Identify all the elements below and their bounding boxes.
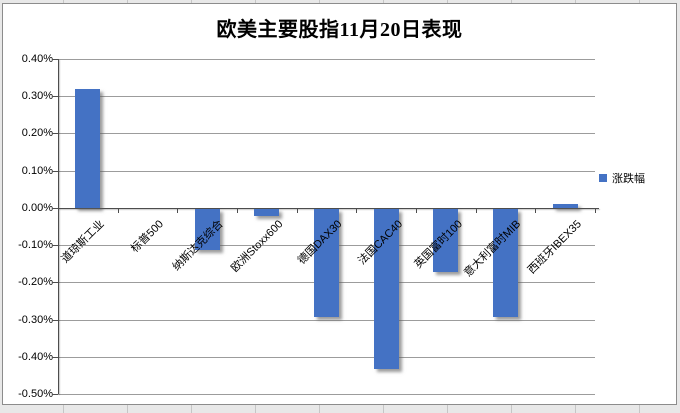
gridline: [58, 96, 595, 97]
plot-area: 0.40% 0.30% 0.20% 0.10% 0.00% -0.10% -0.20% -0.…: [3, 4, 676, 404]
x-axis-tick-mark: [177, 208, 178, 213]
chart-title: 欧美主要股指11月20日表现: [216, 19, 463, 41]
y-axis-tick-label: 0.20%: [21, 127, 53, 139]
gridline: [58, 320, 595, 321]
y-axis-tick-mark: [52, 282, 58, 283]
gridline: [58, 394, 595, 395]
bar: [195, 209, 220, 250]
y-axis-tick-mark: [52, 133, 58, 134]
y-axis-tick-mark: [52, 357, 58, 358]
bar: [75, 89, 100, 208]
y-axis-tick-label: -0.50%: [18, 388, 53, 400]
bar: [254, 209, 279, 216]
y-axis-tick-mark: [52, 208, 58, 209]
x-axis-tick-mark: [58, 208, 59, 213]
y-axis-tick-label: 0.10%: [21, 165, 53, 177]
y-axis-tick-label: -0.30%: [18, 314, 53, 326]
x-axis-category-label: 道琼斯工业: [59, 218, 107, 266]
gridline: [58, 133, 595, 134]
gridline: [58, 171, 595, 172]
legend-label: 涨跌幅: [612, 173, 645, 185]
y-axis-tick-mark: [52, 96, 58, 97]
bar: [374, 209, 399, 369]
legend-swatch-icon: [599, 174, 607, 182]
x-axis-tick-mark: [476, 208, 477, 213]
x-axis-tick-mark: [297, 208, 298, 213]
y-axis-tick-label: 0.30%: [21, 90, 53, 102]
y-axis-tick-label: -0.40%: [18, 351, 53, 363]
bar: [493, 209, 518, 317]
x-axis-category-label: 标普500: [128, 218, 166, 256]
x-axis-tick-mark: [356, 208, 357, 213]
x-axis-tick-mark: [237, 208, 238, 213]
x-axis-tick-mark: [416, 208, 417, 213]
gridline: [58, 59, 595, 60]
bar: [433, 209, 458, 272]
chart-container: 欧美主要股指11月20日表现 0.40% 0.30% 0.20% 0.10% 0.00%…: [2, 3, 677, 405]
x-axis-category-label: 西班牙IBEX35: [525, 218, 584, 277]
y-axis-tick-mark: [52, 320, 58, 321]
gridline: [58, 357, 595, 358]
legend: 涨跌幅: [599, 170, 645, 186]
y-axis-tick-label: -0.20%: [18, 276, 53, 288]
x-axis-tick-mark: [595, 208, 596, 213]
y-axis-tick-mark: [52, 394, 58, 395]
y-axis-tick-mark: [52, 59, 58, 60]
y-axis-line: [58, 59, 59, 394]
y-axis-tick-label: 0.00%: [21, 202, 53, 214]
x-axis-tick-mark: [535, 208, 536, 213]
y-axis-tick-label: -0.10%: [18, 239, 53, 251]
x-axis-tick-mark: [118, 208, 119, 213]
bar: [314, 209, 339, 317]
bar: [553, 204, 578, 208]
y-axis-tick-label: 0.40%: [21, 53, 53, 65]
x-axis-line: [58, 208, 599, 209]
y-axis-tick-mark: [52, 245, 58, 246]
y-axis-tick-mark: [52, 171, 58, 172]
